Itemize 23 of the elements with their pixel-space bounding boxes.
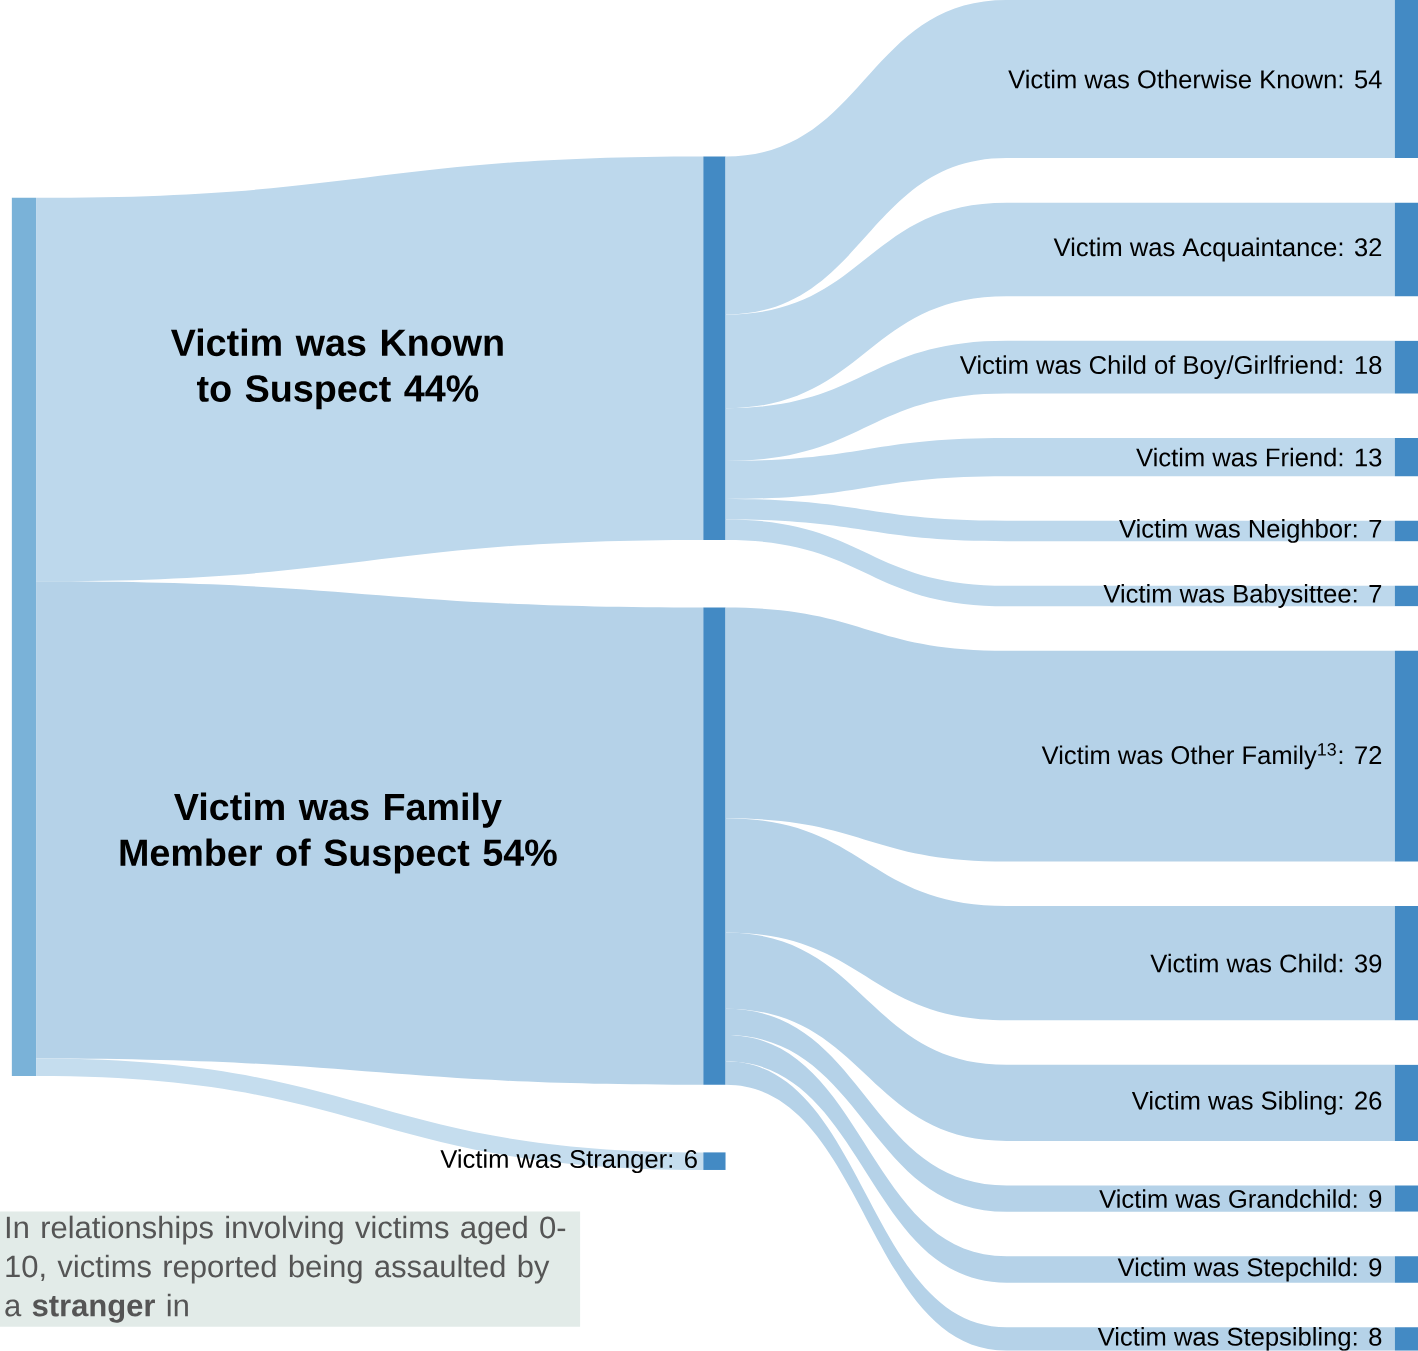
category-label: Victim was Other Family$^{13}$	[1041, 743, 1336, 770]
category-label: Victim was Stranger	[440, 1149, 667, 1174]
category-label: Victim was Babysittee	[1103, 584, 1351, 608]
category-label: Victim was Neighbor	[1119, 519, 1352, 543]
data-label: : 7	[1353, 520, 1382, 538]
data-label: : 6	[669, 1150, 697, 1169]
text: In relationships involving victims aged 0-10, victims reported being assaulted by a stranger in	[5, 1215, 566, 1323]
text: Victim was Known to Suspect 44%	[170, 328, 503, 410]
category-label: Victim was Acquaintance	[1053, 237, 1337, 262]
data-label: : 7	[1353, 585, 1382, 603]
category-label: Victim was Child of Boy/Girlfriend	[959, 355, 1336, 380]
text: Victim was Family Member of Suspect 54%	[120, 792, 557, 874]
category-label: Victim was Child	[1150, 953, 1336, 973]
category-label: Victim was Otherwise Known	[1008, 69, 1336, 89]
data-label: : 8	[1353, 1327, 1382, 1346]
data-label: : 18	[1339, 356, 1382, 375]
data-label: : 39	[1339, 954, 1382, 973]
data-label: : 32	[1339, 238, 1382, 257]
data-label: : 72	[1339, 746, 1382, 765]
category-label: Victim was Stepsibling	[1097, 1327, 1350, 1351]
data-label: : 54	[1339, 70, 1382, 89]
category-label: Victim was Friend	[1136, 447, 1336, 467]
data-label: : 13	[1339, 448, 1382, 467]
